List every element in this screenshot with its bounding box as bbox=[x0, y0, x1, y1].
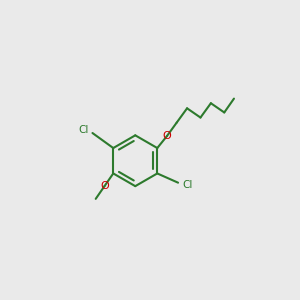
Text: O: O bbox=[100, 181, 109, 191]
Text: Cl: Cl bbox=[79, 125, 89, 135]
Text: O: O bbox=[163, 131, 171, 141]
Text: Cl: Cl bbox=[182, 180, 193, 190]
